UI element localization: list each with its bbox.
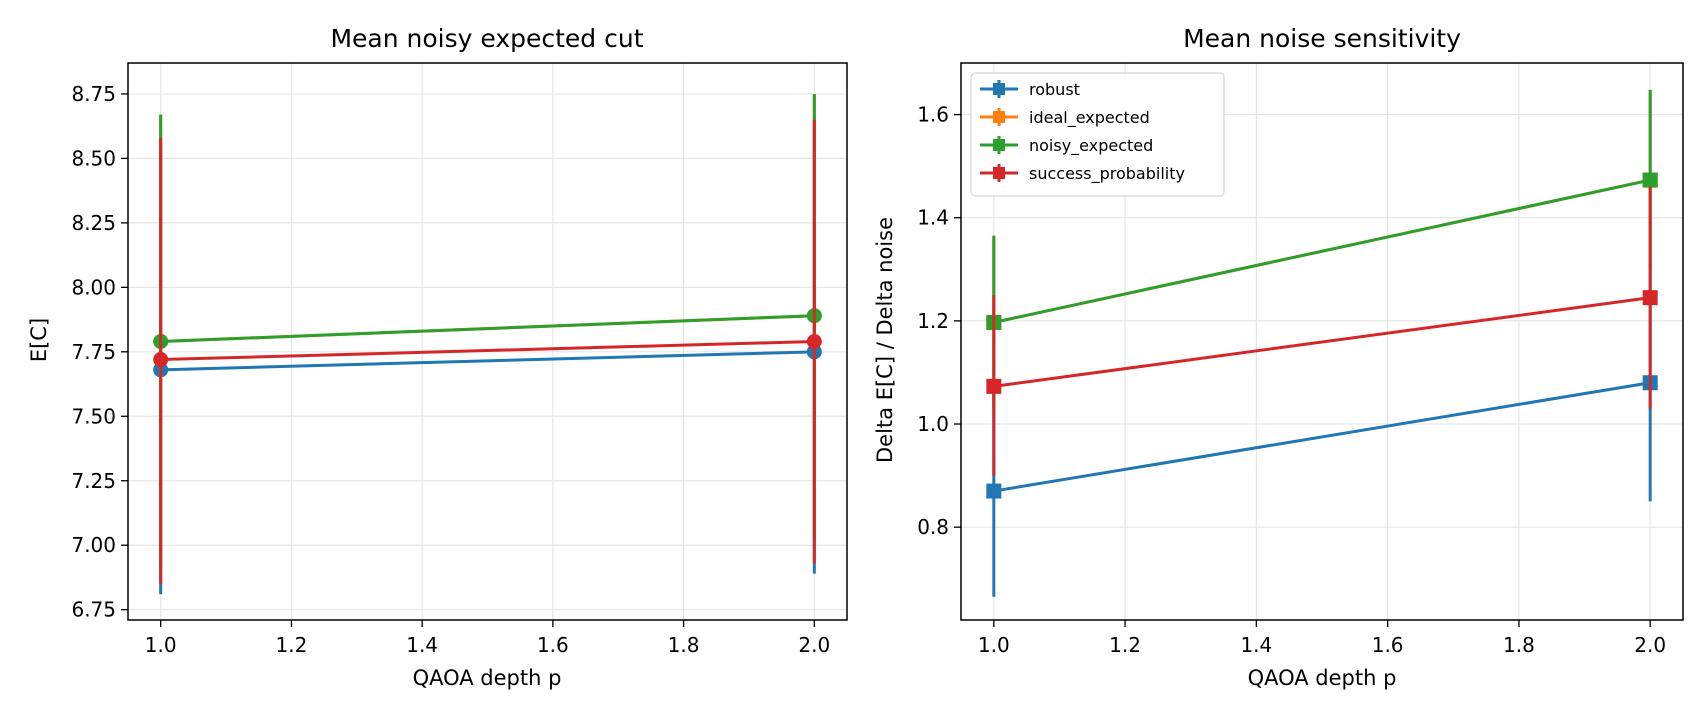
left-chart-line-noisy_expected (160, 314, 815, 343)
right-chart-frame (960, 62, 1684, 621)
left-chart-y-tick-label: 7.00 (71, 533, 116, 557)
legend-item-ideal_expected: ideal_expected (980, 108, 1150, 128)
right-chart-series-robust (986, 264, 1658, 597)
right-chart-x-tick-label: 1.8 (1503, 633, 1535, 657)
right-chart-line-noisy_expected (993, 178, 1651, 324)
left-chart-y-tick-label: 8.75 (71, 82, 116, 106)
right-chart-line-robust (993, 381, 1651, 493)
left-chart-point-success_probability (806, 334, 822, 349)
right-chart-y-tick-label: 1.2 (917, 309, 949, 333)
legend-label: ideal_expected (1029, 108, 1150, 128)
legend-label: noisy_expected (1029, 136, 1153, 156)
legend-swatch-marker (993, 111, 1005, 123)
right-chart-y-tick-label: 1.4 (917, 206, 949, 230)
left-chart-x-tick-label: 1.6 (537, 633, 569, 657)
right-chart-point-noisy_expected (1642, 172, 1658, 188)
left-chart-y-tick-label: 7.25 (71, 469, 116, 493)
legend-item-robust: robust (980, 80, 1080, 99)
left-chart-x-tick-label: 1.0 (145, 633, 177, 657)
legend-swatch-marker (993, 139, 1005, 151)
legend-item-noisy_expected: noisy_expected (980, 136, 1153, 156)
right-chart-point-success_probability (1642, 290, 1658, 306)
right-chart-point-robust (986, 483, 1002, 499)
left-chart-series-success_probability (153, 119, 822, 584)
legend-swatch-marker (993, 83, 1005, 95)
right-chart-title: Mean noise sensitivity (1183, 24, 1461, 53)
left-chart-frame (127, 62, 848, 621)
left-chart-series-noisy_expected (153, 93, 822, 569)
legend-label: robust (1029, 80, 1080, 99)
left-chart-series-robust (153, 130, 822, 595)
left-chart-y-tick-label: 6.75 (71, 598, 116, 622)
left-chart-line-robust (160, 350, 815, 372)
right-chart-x-tick-label: 1.6 (1372, 633, 1404, 657)
left-chart-ylabel: E[C] (27, 318, 51, 362)
right-chart-x-tick-label: 1.4 (1240, 633, 1272, 657)
left-chart-point-success_probability (153, 352, 169, 368)
left-chart-title: Mean noisy expected cut (330, 24, 643, 53)
left-chart-y-tick-label: 7.50 (71, 404, 116, 428)
left-chart-x-tick-label: 2.0 (798, 633, 830, 657)
left-chart-line-success_probability (160, 340, 815, 362)
right-chart-series-success_probability (986, 186, 1658, 476)
right-chart-y-tick-label: 1.0 (917, 412, 949, 436)
legend-swatch-marker (993, 167, 1005, 179)
right-chart-xlabel: QAOA depth p (1248, 666, 1397, 690)
left-chart-y-tick-label: 8.25 (71, 211, 116, 235)
left-chart-series-ideal_expected (153, 93, 822, 569)
right-chart-panel: Mean noise sensitivity QAOA depth p Delt… (873, 24, 1684, 690)
legend-item-success_probability: success_probability (980, 164, 1185, 184)
right-chart-x-tick-label: 2.0 (1634, 633, 1666, 657)
right-chart-y-tick-label: 0.8 (917, 515, 949, 539)
right-chart-y-tick-label: 1.6 (917, 103, 949, 127)
left-chart-x-tick-label: 1.8 (668, 633, 700, 657)
legend-label: success_probability (1029, 164, 1185, 184)
right-chart-x-tick-label: 1.2 (1109, 633, 1141, 657)
right-chart-ylabel: Delta E[C] / Delta noise (873, 217, 897, 463)
right-chart-x-tick-label: 1.0 (978, 633, 1010, 657)
left-chart-y-tick-label: 7.75 (71, 340, 116, 364)
left-chart-panel: Mean noisy expected cut QAOA depth p E[C… (27, 24, 848, 690)
right-chart-line-success_probability (993, 296, 1651, 388)
left-chart-x-tick-label: 1.2 (276, 633, 308, 657)
legend-box (970, 72, 1225, 197)
left-chart-x-tick-label: 1.4 (406, 633, 438, 657)
left-chart-xlabel: QAOA depth p (413, 666, 562, 690)
left-chart-y-tick-label: 8.00 (71, 275, 116, 299)
right-chart-point-success_probability (986, 378, 1002, 394)
right-chart-legend: robust ideal_expected noisy_expectedsucces… (970, 72, 1225, 197)
left-chart-y-tick-label: 8.50 (71, 146, 116, 170)
